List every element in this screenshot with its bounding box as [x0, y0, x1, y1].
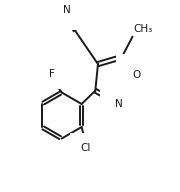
Text: Cl: Cl — [81, 143, 91, 153]
Text: CH₃: CH₃ — [133, 24, 153, 34]
Text: O: O — [132, 70, 140, 80]
Text: N: N — [63, 5, 71, 15]
Text: F: F — [49, 69, 55, 79]
Text: N: N — [115, 99, 123, 109]
